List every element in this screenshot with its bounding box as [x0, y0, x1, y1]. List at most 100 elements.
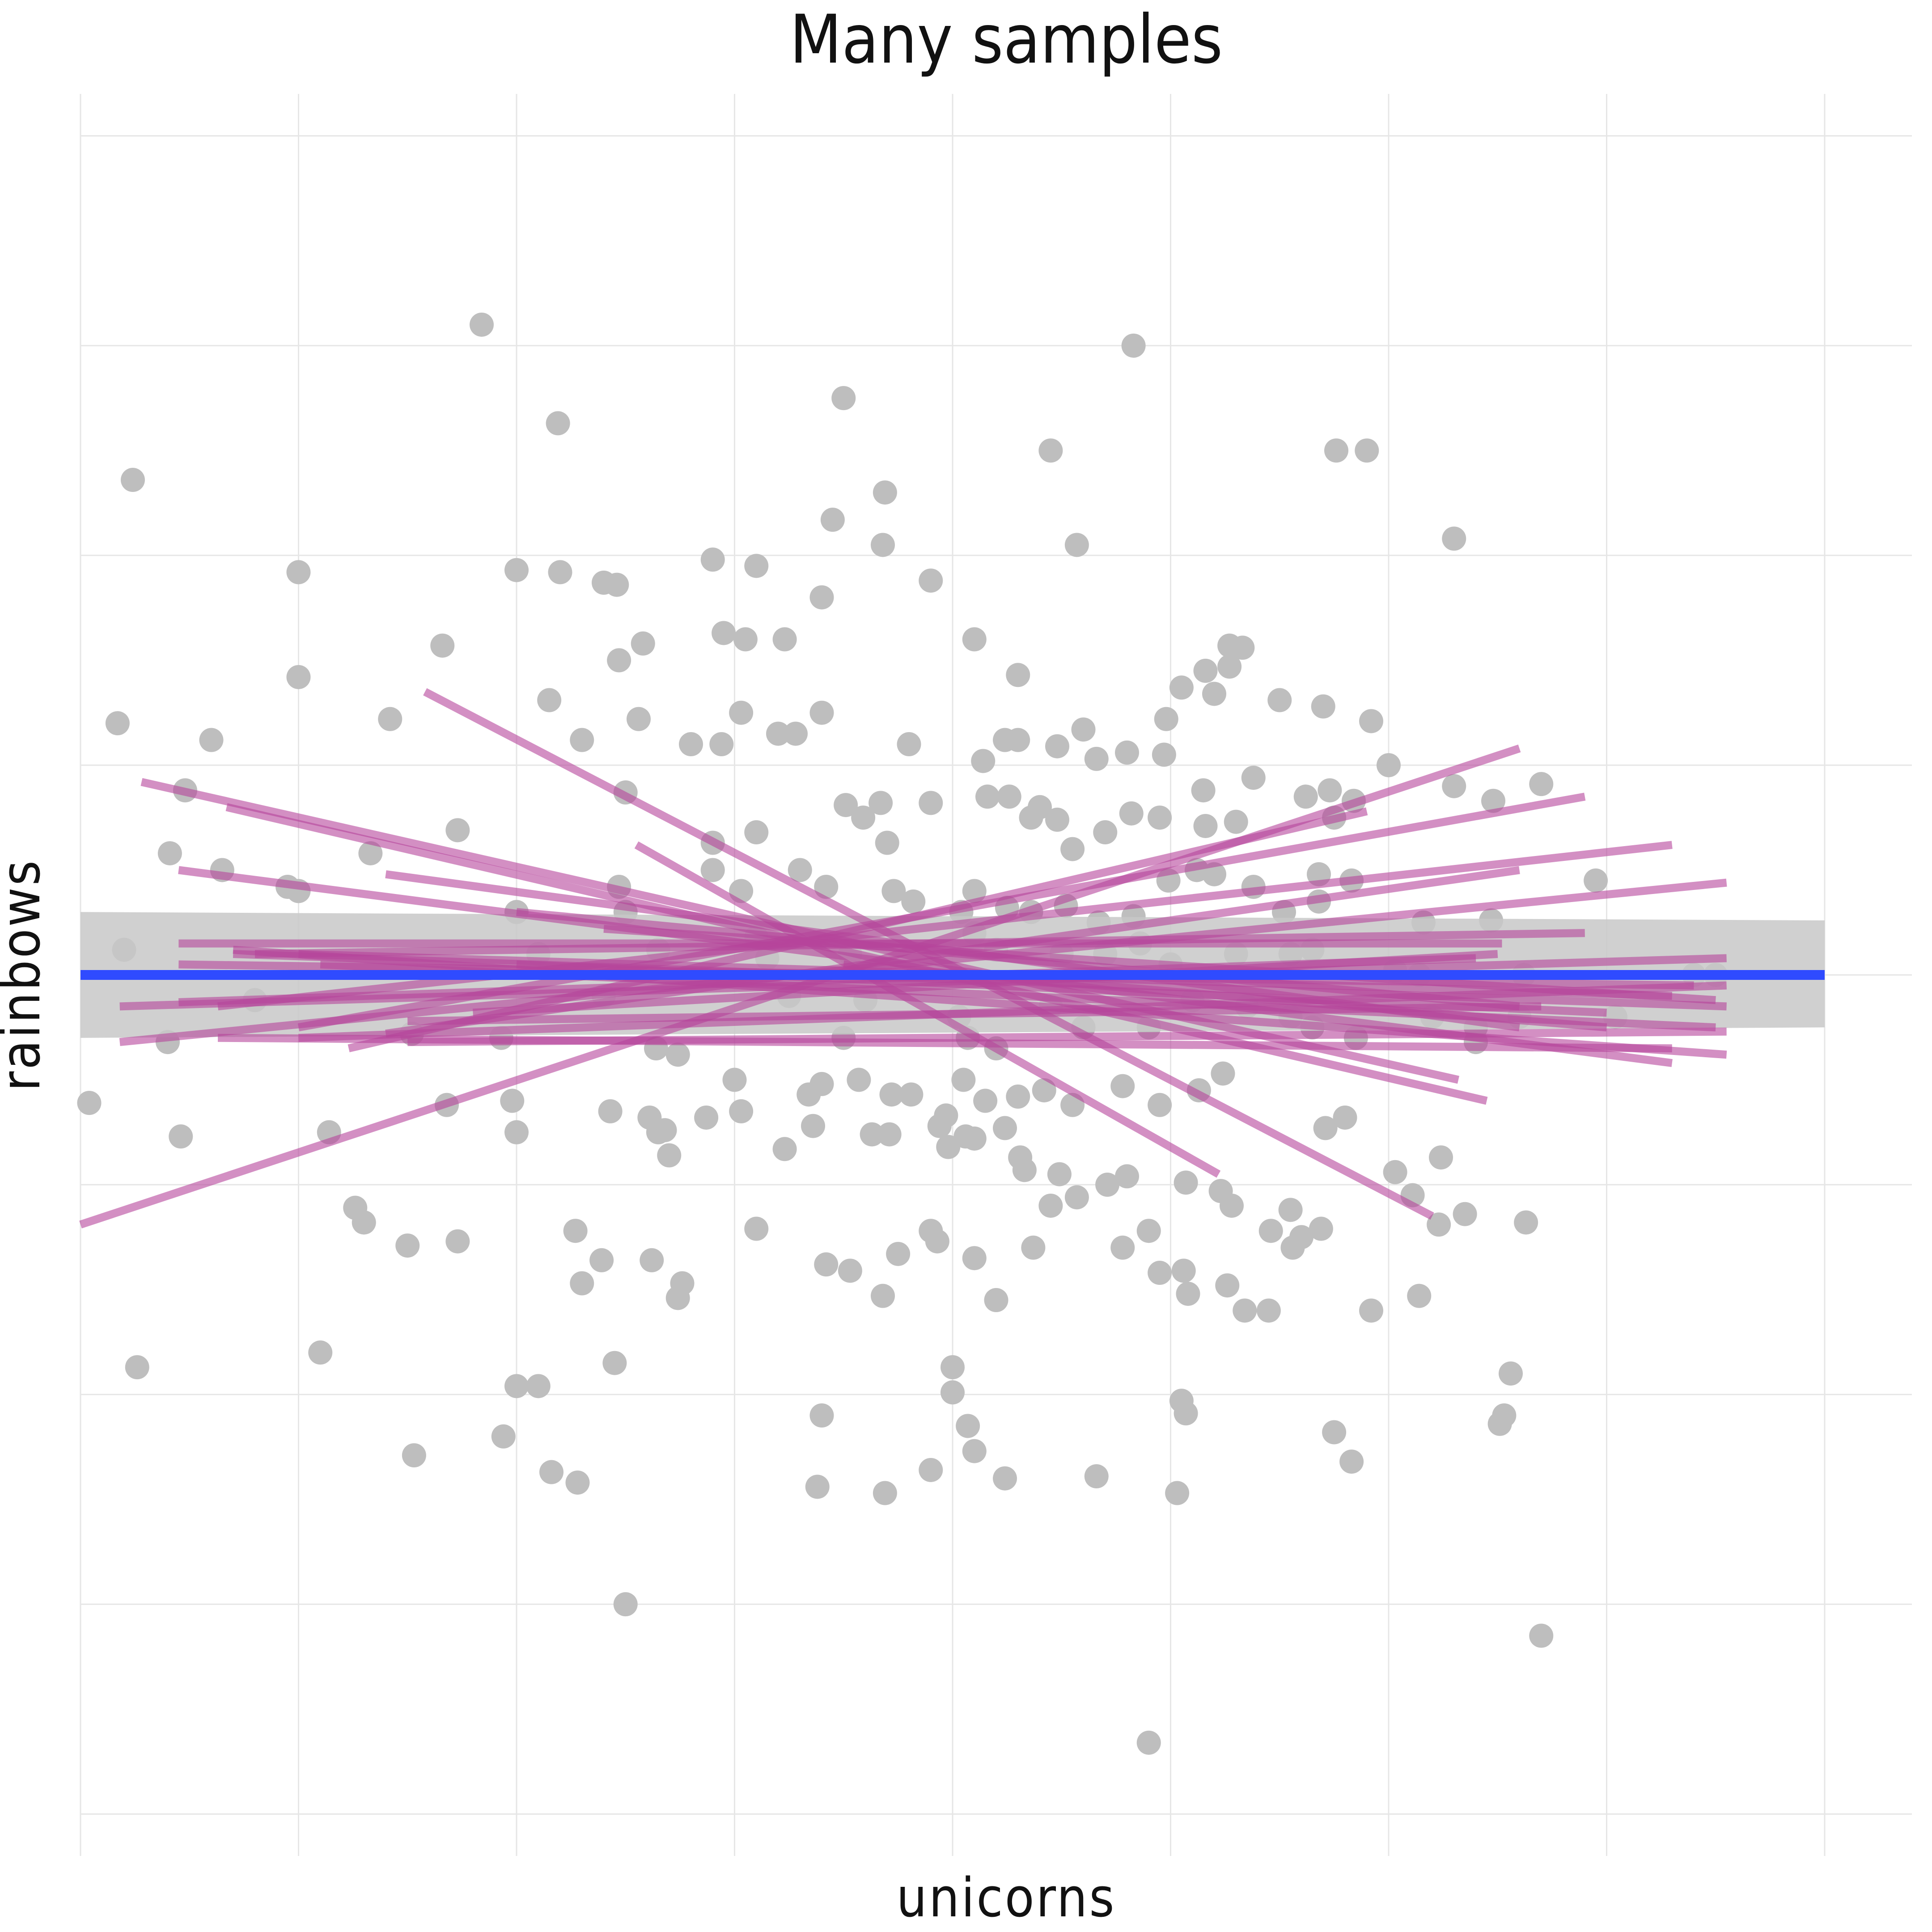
data-point	[694, 1105, 719, 1130]
data-point	[962, 627, 987, 652]
data-point	[491, 1424, 516, 1449]
data-point	[1176, 1281, 1200, 1306]
data-point	[1115, 1164, 1139, 1189]
data-point	[1256, 1298, 1281, 1323]
data-point	[873, 480, 897, 505]
data-point	[1529, 1623, 1554, 1648]
data-point	[873, 1481, 897, 1505]
data-point	[445, 818, 470, 843]
data-point	[1084, 1464, 1109, 1489]
data-point	[665, 1286, 690, 1310]
data-point	[984, 1288, 1008, 1313]
data-point	[157, 841, 182, 865]
data-point	[1499, 1361, 1523, 1386]
data-point	[941, 1380, 965, 1405]
data-point	[1383, 1160, 1407, 1184]
data-point	[831, 386, 856, 411]
data-point	[766, 721, 790, 746]
data-point	[1028, 795, 1052, 819]
data-point	[1202, 682, 1226, 706]
data-point	[1148, 805, 1172, 830]
data-point	[919, 1457, 943, 1482]
data-point	[1060, 837, 1085, 861]
data-point	[1258, 1219, 1283, 1243]
data-point	[1006, 728, 1030, 752]
data-point	[199, 728, 224, 752]
data-point	[1442, 526, 1466, 551]
data-point	[1193, 813, 1218, 838]
x-axis-label: unicorns	[896, 1867, 1116, 1929]
data-point	[395, 1233, 420, 1258]
data-point	[679, 732, 703, 757]
data-point	[962, 1126, 987, 1151]
data-point	[1169, 675, 1194, 700]
data-point	[1267, 688, 1292, 712]
data-point	[1220, 1193, 1244, 1218]
data-point	[956, 1414, 980, 1438]
data-point	[1442, 774, 1466, 798]
y-axis-label: rainbows	[0, 859, 52, 1091]
data-point	[886, 1241, 911, 1266]
data-point	[1136, 1219, 1161, 1243]
data-point	[1224, 809, 1248, 834]
data-point	[744, 554, 769, 578]
chart-title: Many samples	[790, 1, 1223, 79]
data-point	[1032, 1078, 1056, 1102]
data-point	[539, 1460, 564, 1484]
data-point	[919, 568, 943, 593]
data-point	[1064, 533, 1089, 557]
data-point	[700, 547, 725, 572]
data-point	[500, 1089, 525, 1113]
data-point	[805, 1474, 830, 1499]
data-point	[1121, 333, 1146, 358]
data-point	[640, 1248, 664, 1272]
data-point	[1359, 709, 1383, 733]
data-point	[1407, 1284, 1432, 1308]
data-point	[744, 820, 769, 845]
data-point	[1193, 658, 1218, 683]
data-point	[1339, 1449, 1364, 1474]
data-point	[877, 1122, 902, 1147]
data-point	[378, 707, 402, 731]
data-point	[1148, 1261, 1172, 1285]
data-point	[602, 1351, 627, 1375]
data-point	[838, 1258, 862, 1283]
data-point	[1110, 1235, 1135, 1260]
data-point	[936, 1135, 961, 1159]
data-point	[504, 1120, 529, 1144]
data-point	[1324, 438, 1348, 463]
data-point	[1174, 1401, 1198, 1426]
data-point	[1427, 1212, 1451, 1237]
data-point	[971, 749, 996, 773]
data-point	[1313, 1116, 1338, 1140]
data-point	[605, 572, 629, 597]
data-point	[1215, 1273, 1240, 1298]
data-point	[814, 875, 839, 899]
data-point	[1584, 868, 1608, 893]
data-point	[402, 1443, 426, 1468]
data-point	[1529, 772, 1554, 797]
data-point	[1064, 1185, 1089, 1210]
data-point	[125, 1355, 149, 1380]
data-point	[430, 633, 455, 658]
data-point	[997, 784, 1021, 809]
data-point	[814, 1252, 839, 1277]
data-point	[722, 1068, 747, 1092]
data-point	[77, 1091, 102, 1115]
sample-fit-line	[407, 1002, 1542, 1025]
data-point	[1293, 784, 1318, 809]
data-point	[1038, 1193, 1063, 1218]
data-point	[1211, 1061, 1235, 1086]
data-point	[1148, 1093, 1172, 1117]
data-point	[1045, 807, 1069, 832]
data-point	[919, 791, 943, 815]
data-point	[801, 1114, 825, 1138]
data-point	[1487, 1411, 1512, 1436]
data-point	[1318, 778, 1342, 803]
data-point	[105, 711, 130, 736]
data-point	[1152, 742, 1176, 767]
data-point	[1359, 1298, 1383, 1323]
data-point	[470, 312, 494, 337]
data-point	[951, 1068, 976, 1092]
